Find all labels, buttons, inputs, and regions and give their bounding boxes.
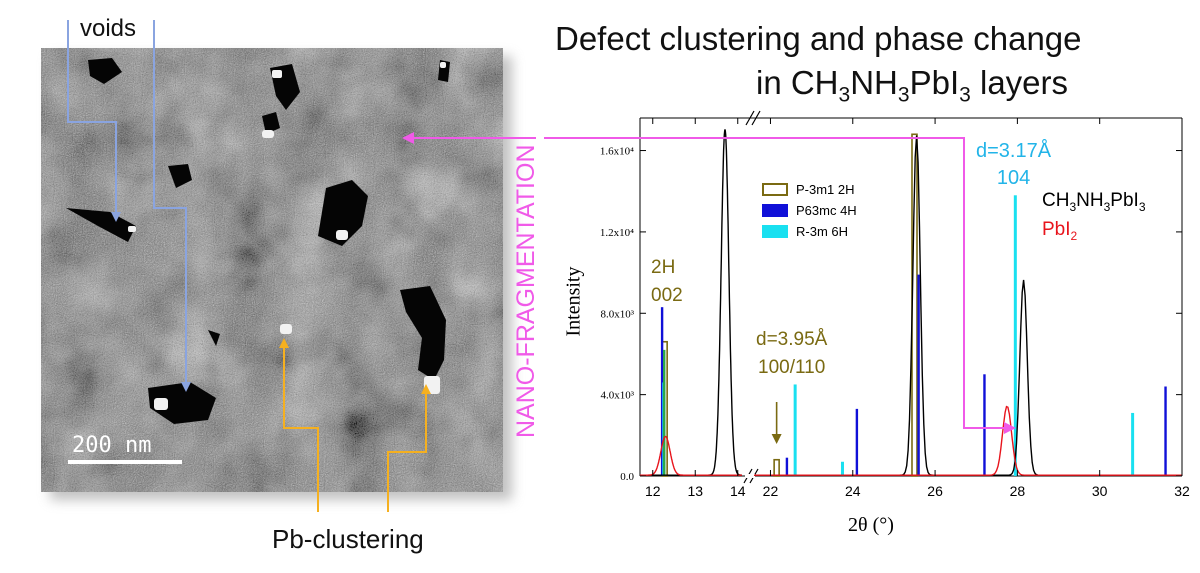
x-tick-label-1: 13 <box>687 483 703 499</box>
pb-clustering-label: Pb-clustering <box>272 524 424 554</box>
nano-arrowhead-right <box>1004 422 1016 434</box>
legend-item-6h: R-3m 6H <box>762 221 857 242</box>
y-tick-label-4: 1.6x10⁴ <box>600 146 634 158</box>
scale-bar-label: 200 nm <box>72 433 151 458</box>
axis-break-top-0 <box>745 110 755 126</box>
axis-gap-bottom <box>745 474 755 478</box>
x-tick-label-7: 30 <box>1092 483 1108 499</box>
x-tick-label-0: 12 <box>645 483 661 499</box>
d395-arrowhead <box>771 434 782 444</box>
x-tick-label-5: 26 <box>927 483 943 499</box>
ref-marker-1-5 <box>1164 386 1167 476</box>
ref-marker-2-4 <box>1131 412 1135 476</box>
ref-marker-1-4 <box>983 374 986 476</box>
y-tick-label-0: 0.0 <box>620 471 634 483</box>
ref-marker-2-1 <box>793 384 797 476</box>
ref-marker-1-0 <box>660 307 664 476</box>
axis-break-top-1 <box>751 110 761 126</box>
legend-label-4h: P63mc 4H <box>796 203 857 218</box>
figure-title-line2: in CH3NH3PbI3 layers <box>756 64 1069 107</box>
series-label-pbi2: PbI2 <box>1042 219 1078 243</box>
ref-marker-0-1 <box>773 458 780 477</box>
annot-2h: 2H 002 <box>651 257 683 306</box>
legend-label-2h: P-3m1 2H <box>796 182 855 197</box>
nano-connector-line <box>544 137 1010 429</box>
nano-arrowhead-left <box>402 132 414 144</box>
legend-item-4h: P63mc 4H <box>762 200 857 221</box>
scale-bar <box>68 460 182 464</box>
chart-legend: P-3m1 2H P63mc 4H R-3m 6H <box>762 179 857 242</box>
x-tick-label-2: 14 <box>730 483 746 499</box>
series-1-line-1 <box>754 405 1182 476</box>
y-axis-title: Intensity <box>562 266 585 337</box>
x-tick-label-6: 28 <box>1010 483 1026 499</box>
legend-item-2h: P-3m1 2H <box>762 179 857 200</box>
legend-label-6h: R-3m 6H <box>796 224 849 239</box>
y-tick-label-3: 1.2x10⁴ <box>600 227 634 239</box>
x-tick-label-4: 24 <box>845 483 861 499</box>
y-tick-label-2: 8.0x10³ <box>600 308 634 320</box>
x-tick-label-8: 32 <box>1174 483 1190 499</box>
legend-swatch-4h <box>762 204 788 217</box>
y-tick-label-1: 4.0x10³ <box>600 390 634 402</box>
legend-swatch-6h <box>762 225 788 238</box>
x-tick-label-3: 22 <box>763 483 779 499</box>
series-1-line-0 <box>640 435 742 476</box>
voids-label: voids <box>80 15 136 42</box>
ref-marker-1-3 <box>917 274 920 476</box>
ref-marker-1-2 <box>855 408 859 476</box>
legend-swatch-2h <box>762 183 788 196</box>
ref-marker-2-2 <box>840 461 844 476</box>
voids-arrows <box>67 20 187 384</box>
ref-marker-3-0 <box>663 349 666 476</box>
pb-arrows <box>283 344 427 512</box>
ref-marker-2-3 <box>1013 195 1017 476</box>
nano-fragmentation-label: NANO-FRAGMENTATION <box>512 144 540 438</box>
annot-d317: d=3.17Å 104 <box>976 140 1052 189</box>
annot-d395: d=3.95Å 100/110 <box>756 329 828 378</box>
series-label-mapbi3: CH3NH3PbI3 <box>1042 190 1146 214</box>
x-axis-title: 2θ (°) <box>848 514 894 536</box>
ref-marker-1-1 <box>785 457 789 476</box>
figure-title-line1: Defect clustering and phase change <box>555 20 1082 57</box>
